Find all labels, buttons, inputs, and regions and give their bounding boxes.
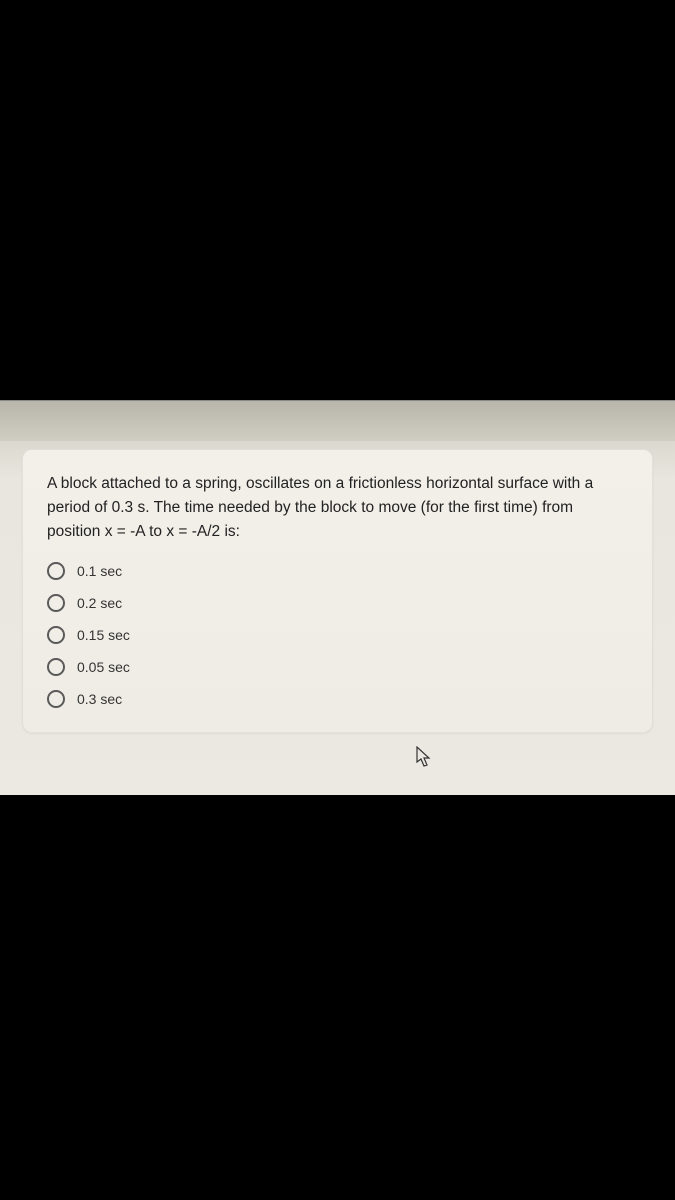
quiz-screen-region: A block attached to a spring, oscillates… (0, 400, 675, 795)
option-1[interactable]: 0.2 sec (47, 594, 628, 612)
question-text: A block attached to a spring, oscillates… (47, 472, 628, 544)
option-2[interactable]: 0.15 sec (47, 626, 628, 644)
option-label: 0.05 sec (77, 659, 130, 675)
option-3[interactable]: 0.05 sec (47, 658, 628, 676)
previous-card-gap (0, 401, 675, 441)
radio-icon[interactable] (47, 658, 65, 676)
option-4[interactable]: 0.3 sec (47, 690, 628, 708)
option-label: 0.15 sec (77, 627, 130, 643)
option-label: 0.3 sec (77, 691, 122, 707)
option-label: 0.2 sec (77, 595, 122, 611)
options-group: 0.1 sec 0.2 sec 0.15 sec 0.05 sec 0.3 se… (47, 562, 628, 708)
radio-icon[interactable] (47, 562, 65, 580)
radio-icon[interactable] (47, 594, 65, 612)
question-card: A block attached to a spring, oscillates… (22, 449, 653, 733)
radio-icon[interactable] (47, 626, 65, 644)
option-0[interactable]: 0.1 sec (47, 562, 628, 580)
option-label: 0.1 sec (77, 563, 122, 579)
radio-icon[interactable] (47, 690, 65, 708)
